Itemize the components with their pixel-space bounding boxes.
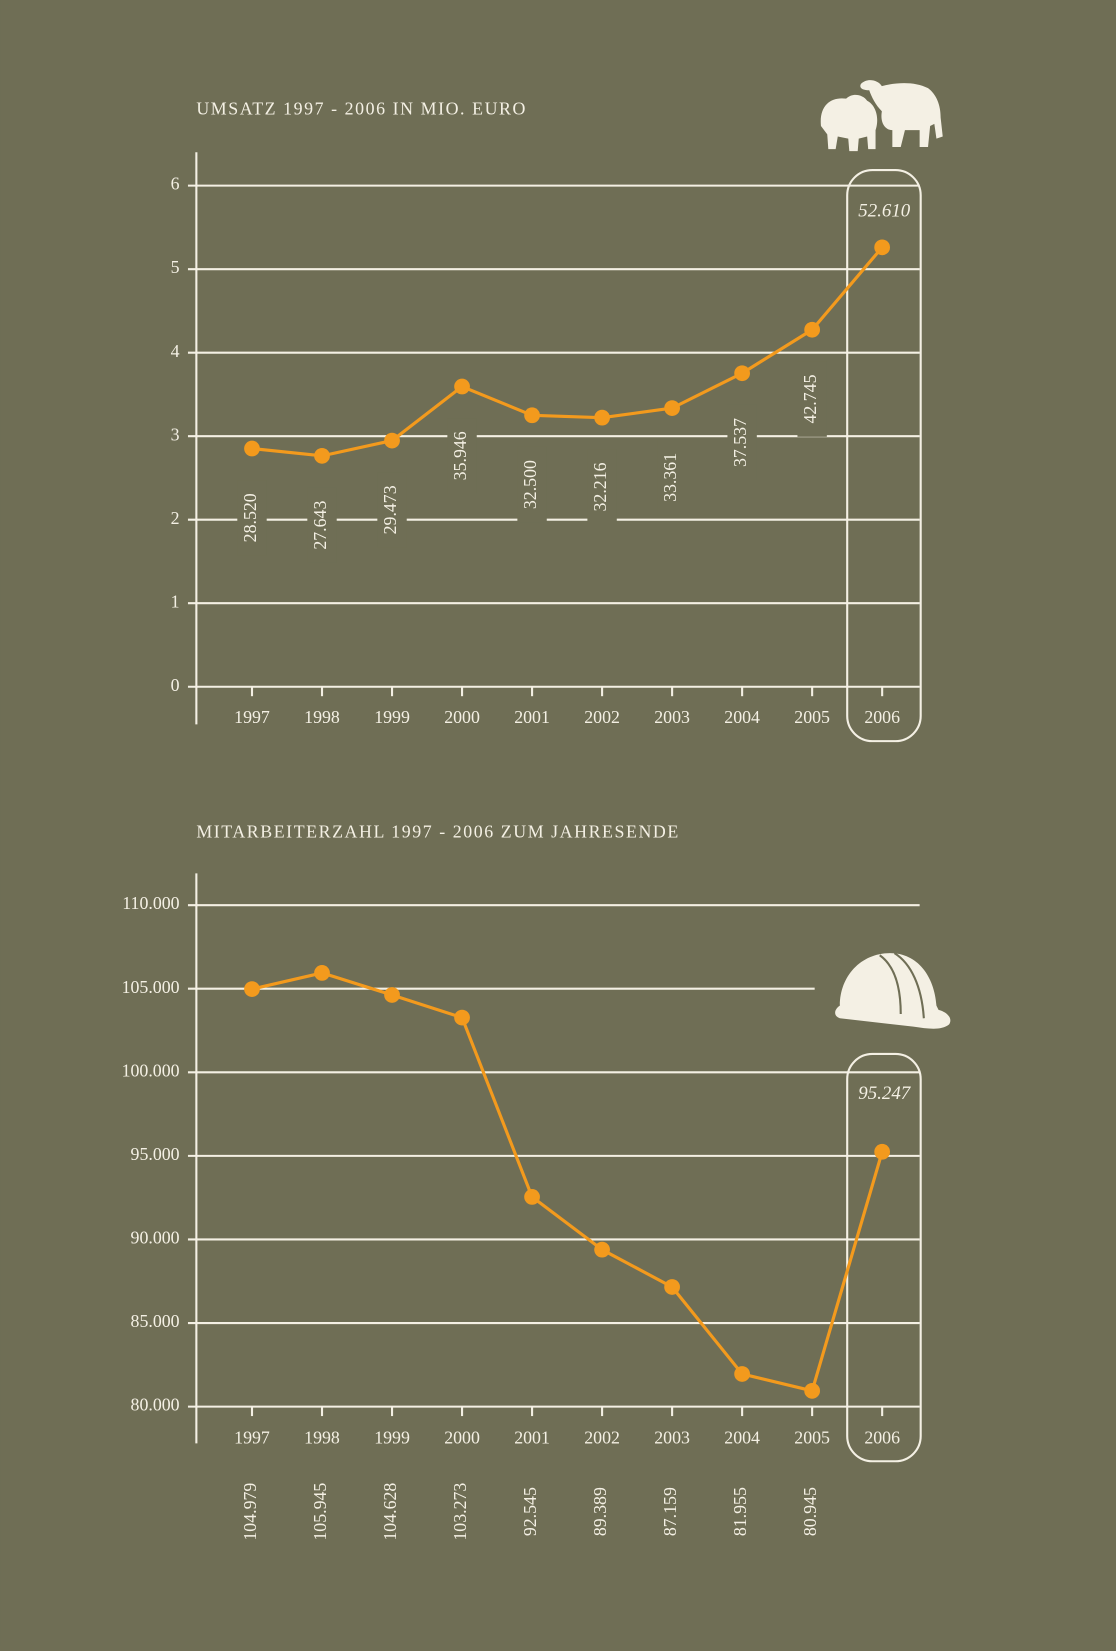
label-backdrop <box>657 439 687 516</box>
x-tick-label: 2006 <box>864 1427 900 1447</box>
label-backdrop <box>517 446 547 523</box>
data-line <box>251 246 884 458</box>
data-point <box>454 378 470 395</box>
value-label: 89.389 <box>590 1487 610 1536</box>
x-tick-label: 2005 <box>794 1427 830 1447</box>
label-backdrop <box>447 418 477 494</box>
data-point <box>524 1189 540 1205</box>
y-tick-label: 95.000 <box>131 1144 180 1164</box>
value-label: 33.361 <box>660 453 680 502</box>
value-label: 42.745 <box>800 374 820 423</box>
x-tick-label: 1999 <box>374 1427 410 1447</box>
data-point <box>594 1241 610 1258</box>
x-tick-label: 2004 <box>724 707 760 727</box>
label-backdrop <box>727 404 757 481</box>
data-line <box>251 971 884 1393</box>
value-label: 32.500 <box>520 460 540 509</box>
value-label: 29.473 <box>380 485 400 534</box>
data-point <box>454 1009 470 1026</box>
data-point <box>874 1143 891 1160</box>
y-tick-label: 0 <box>171 675 180 695</box>
data-point <box>594 409 610 426</box>
data-point <box>804 1382 821 1399</box>
label-backdrop <box>587 449 617 525</box>
x-tick-label: 1999 <box>374 707 410 727</box>
value-label: 95.247 <box>858 1083 911 1104</box>
y-tick-label: 6 <box>171 174 180 194</box>
value-label: 27.643 <box>310 501 330 550</box>
data-point <box>664 1279 680 1295</box>
x-tick-label: 1998 <box>304 707 340 727</box>
x-tick-label: 1997 <box>234 707 270 727</box>
y-tick-label: 105.000 <box>122 977 180 997</box>
data-point <box>734 365 750 382</box>
label-backdrop <box>307 487 337 563</box>
highlight-box <box>846 1052 922 1463</box>
data-point <box>244 981 260 997</box>
x-tick-label: 2003 <box>654 1427 690 1447</box>
y-tick-label: 85.000 <box>131 1311 180 1331</box>
y-tick-label: 80.000 <box>131 1395 180 1415</box>
data-point <box>804 321 821 338</box>
y-tick-label: 90.000 <box>131 1228 180 1248</box>
value-label: 37.537 <box>730 418 750 467</box>
value-label: 35.946 <box>450 431 470 480</box>
x-tick-label: 2000 <box>444 707 480 727</box>
data-point <box>314 965 330 981</box>
x-tick-label: 2002 <box>584 1427 620 1447</box>
y-tick-label: 110.000 <box>122 893 179 913</box>
y-tick-label: 2 <box>171 508 180 528</box>
x-tick-label: 2001 <box>514 707 550 727</box>
x-tick-label: 1998 <box>304 1427 340 1447</box>
bull-bear-icon <box>820 80 943 152</box>
data-point <box>244 440 260 457</box>
y-tick-label: 3 <box>171 424 180 444</box>
data-point <box>874 239 891 256</box>
chart-title: MITARBEITERZAHL 1997 - 2006 ZUM JAHRESEN… <box>196 822 679 842</box>
data-point <box>384 987 400 1003</box>
x-tick-label: 2006 <box>864 707 900 727</box>
x-tick-label: 2000 <box>444 1427 480 1447</box>
value-label: 28.520 <box>240 493 260 542</box>
data-point <box>314 447 330 464</box>
x-tick-label: 2002 <box>584 707 620 727</box>
highlight-box <box>846 169 922 743</box>
y-tick-label: 1 <box>171 591 180 611</box>
value-label: 105.945 <box>310 1483 330 1541</box>
data-point <box>664 400 680 416</box>
value-label: 52.610 <box>858 200 910 221</box>
data-point <box>734 1366 750 1382</box>
x-tick-label: 2005 <box>794 707 830 727</box>
value-label: 104.979 <box>240 1483 260 1541</box>
value-label: 103.273 <box>450 1483 470 1541</box>
value-label: 32.216 <box>590 462 610 511</box>
value-label: 81.955 <box>730 1487 750 1536</box>
helmet-icon <box>835 952 951 1029</box>
y-tick-label: 100.000 <box>122 1060 180 1080</box>
chart-title: UMSATZ 1997 - 2006 IN MIO. EURO <box>196 98 527 118</box>
x-tick-label: 1997 <box>234 1427 270 1447</box>
label-backdrop <box>797 361 827 437</box>
value-label: 80.945 <box>800 1487 820 1536</box>
label-backdrop <box>377 472 407 548</box>
x-tick-label: 2001 <box>514 1427 550 1447</box>
x-tick-label: 2004 <box>724 1427 760 1447</box>
label-backdrop <box>237 480 267 556</box>
x-tick-label: 2003 <box>654 707 690 727</box>
value-label: 92.545 <box>520 1487 540 1536</box>
y-tick-label: 4 <box>171 341 180 361</box>
data-point <box>384 432 400 449</box>
data-point <box>524 407 540 424</box>
value-label: 87.159 <box>660 1487 680 1536</box>
y-tick-label: 5 <box>171 257 180 277</box>
value-label: 104.628 <box>380 1483 400 1541</box>
